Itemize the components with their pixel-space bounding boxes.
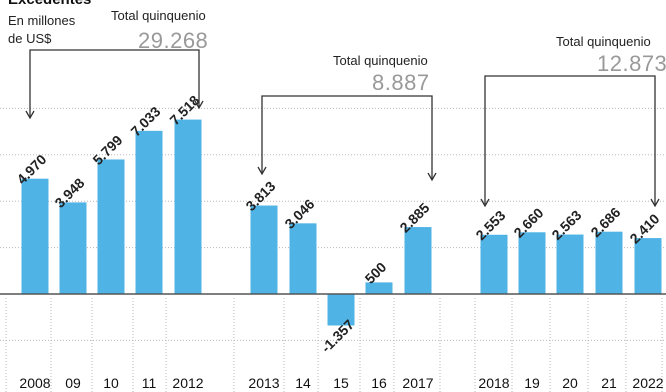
bracket-arrow [650, 198, 660, 208]
bar [634, 238, 662, 294]
bar [174, 119, 202, 294]
quinquennium-label-2: Total quinquenio [333, 53, 428, 68]
bar [59, 202, 87, 294]
x-tick-label: 10 [103, 375, 119, 391]
bar [327, 294, 355, 326]
x-tick-label: 09 [65, 375, 81, 391]
bar [404, 227, 432, 294]
bracket-arrow [194, 100, 204, 110]
bar [21, 178, 49, 294]
x-tick-label: 2012 [172, 375, 203, 391]
bar [97, 159, 125, 294]
x-tick-label: 2022 [632, 375, 663, 391]
bar [289, 223, 317, 294]
bracket-arrow [257, 166, 267, 176]
x-tick-label: 20 [562, 375, 578, 391]
quinquennium-total-2: 8.887 [372, 70, 430, 95]
bar [556, 234, 584, 294]
bracket-line [29, 49, 200, 118]
quinquennium-total-3: 12.873 [597, 51, 666, 76]
bracket-arrow [427, 172, 437, 182]
quinquennium-label-3: Total quinquenio [556, 34, 651, 49]
quinquennium-total-1: 29.268 [138, 28, 209, 53]
bar [250, 205, 278, 294]
bar [518, 232, 546, 294]
bar [135, 130, 163, 294]
x-tick-label: 21 [601, 375, 617, 391]
x-tick-label: 15 [333, 375, 349, 391]
x-tick-label: 2018 [478, 375, 509, 391]
bracket-arrow [25, 110, 35, 120]
x-tick-label: 2008 [19, 375, 50, 391]
x-tick-label: 2013 [248, 375, 279, 391]
bar [480, 234, 508, 294]
x-tick-label: 16 [371, 375, 387, 391]
chart-title: Excedentes [8, 0, 91, 8]
x-tick-label: 14 [295, 375, 311, 391]
x-tick-label: 11 [142, 375, 157, 391]
bracket-line [261, 95, 433, 180]
bracket-arrow [480, 198, 490, 208]
bar [365, 282, 393, 294]
bracket-line [484, 75, 656, 206]
x-tick-label: 19 [524, 375, 540, 391]
quinquennium-label-1: Total quinquenio [111, 8, 206, 23]
x-tick-label: 2017 [402, 375, 433, 391]
unit-label: En millones de US$ [8, 13, 76, 46]
bar [595, 231, 623, 294]
